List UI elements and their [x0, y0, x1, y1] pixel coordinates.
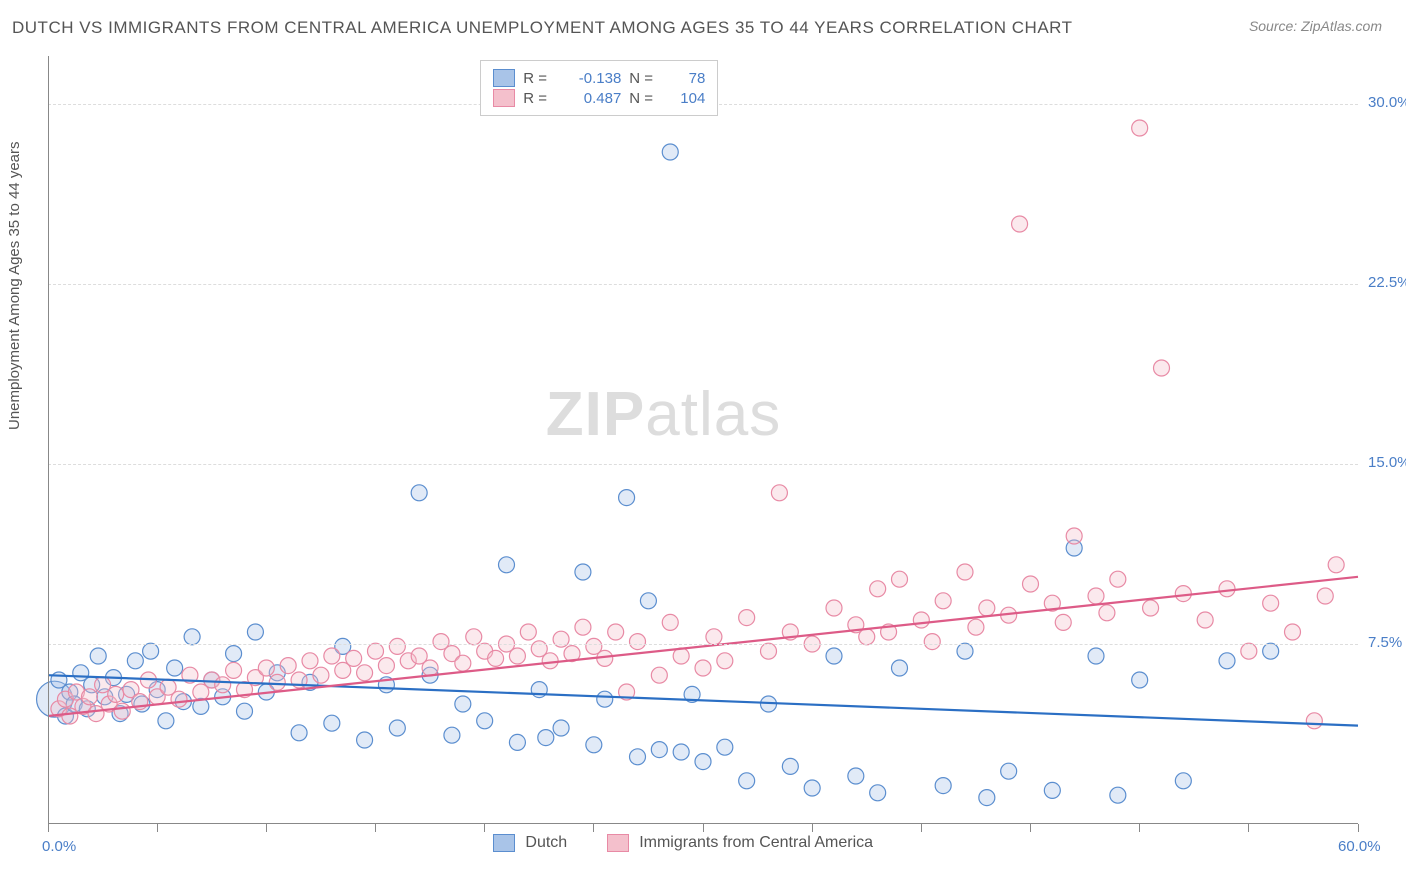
y-tick-label: 15.0%: [1368, 454, 1406, 471]
legend-n-value: 78: [667, 70, 705, 87]
chart-container: DUTCH VS IMMIGRANTS FROM CENTRAL AMERICA…: [0, 0, 1406, 892]
y-tick-label: 22.5%: [1368, 274, 1406, 291]
legend-swatch: [493, 89, 515, 107]
source-attribution: Source: ZipAtlas.com: [1249, 18, 1382, 34]
legend-r-value: -0.138: [561, 70, 621, 87]
y-tick-label: 7.5%: [1368, 634, 1402, 651]
legend-correlation-row: R =0.487N =104: [493, 89, 705, 107]
chart-title: DUTCH VS IMMIGRANTS FROM CENTRAL AMERICA…: [12, 18, 1073, 38]
legend-label-dutch: Dutch: [525, 834, 567, 852]
legend-r-value: 0.487: [561, 90, 621, 107]
legend-swatch: [493, 69, 515, 87]
legend-label-immigrants: Immigrants from Central America: [639, 834, 873, 852]
x-tick-label-max: 60.0%: [1338, 838, 1381, 855]
legend-correlation-row: R =-0.138N =78: [493, 69, 705, 87]
plot-svg: [48, 56, 1358, 824]
legend-swatch-immigrants: [607, 834, 629, 852]
y-axis-label: Unemployment Among Ages 35 to 44 years: [6, 141, 23, 430]
plot-area: ZIPatlas 7.5%15.0%22.5%30.0%0.0%60.0%: [48, 56, 1358, 824]
legend-series: Dutch Immigrants from Central America: [493, 834, 873, 852]
legend-correlation: R =-0.138N =78 R =0.487N =104: [480, 60, 718, 116]
x-tick-label-min: 0.0%: [42, 838, 76, 855]
y-tick-label: 30.0%: [1368, 94, 1406, 111]
legend-swatch-dutch: [493, 834, 515, 852]
legend-n-value: 104: [667, 90, 705, 107]
